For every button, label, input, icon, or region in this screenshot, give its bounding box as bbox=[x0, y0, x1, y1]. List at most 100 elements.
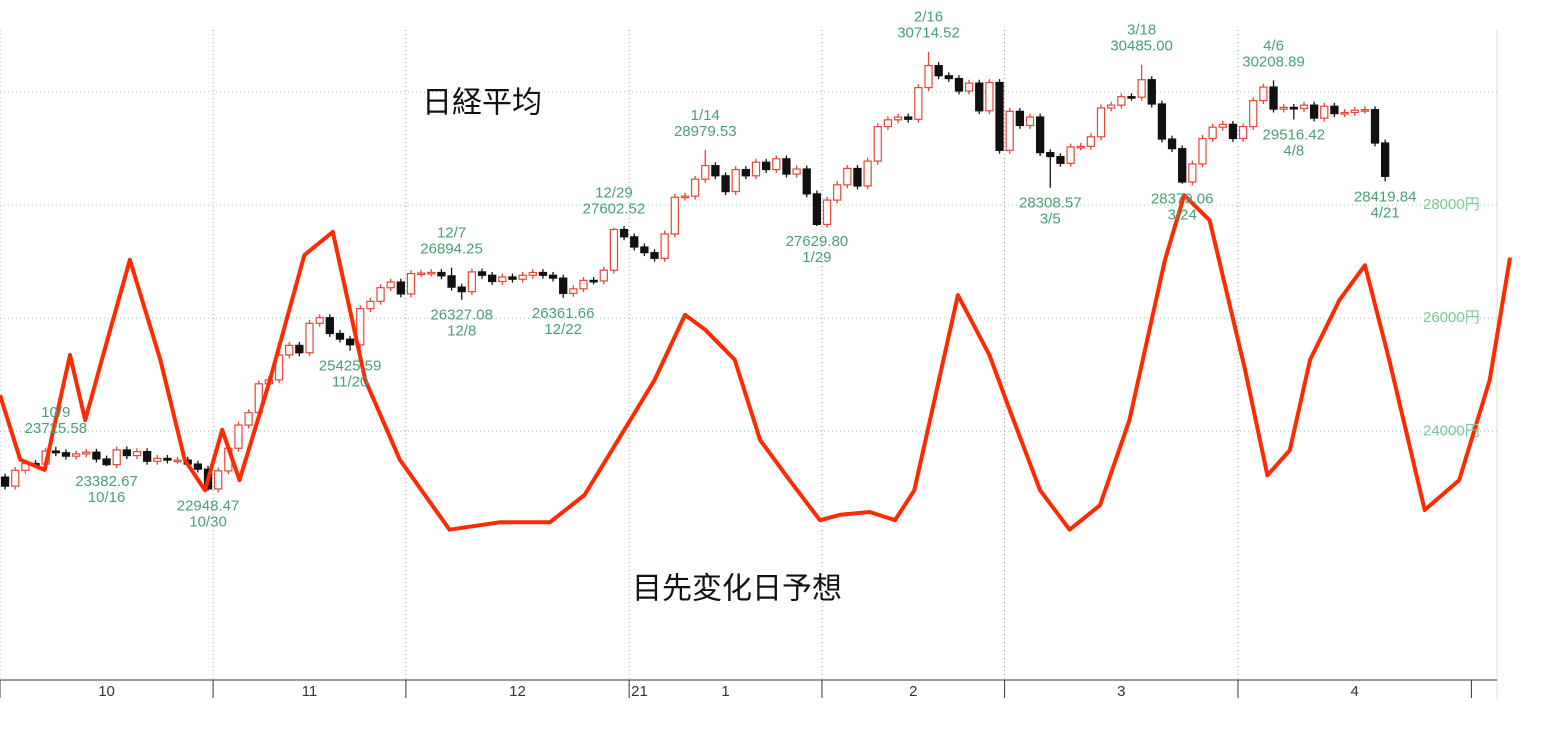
candle-body bbox=[944, 75, 953, 80]
annotation-date: 1/29 bbox=[802, 249, 831, 266]
annotation-date: 1/14 bbox=[691, 107, 720, 124]
annotation-price: 29516.42 bbox=[1263, 126, 1326, 143]
annotation-price: 25425.59 bbox=[319, 358, 382, 375]
candle-body bbox=[721, 175, 730, 193]
candle-body bbox=[609, 228, 619, 271]
candle-body bbox=[1137, 79, 1146, 98]
candle-body bbox=[163, 457, 172, 461]
candle-body bbox=[640, 246, 649, 254]
candle-body bbox=[1279, 106, 1288, 110]
candle-body bbox=[142, 451, 152, 462]
annotation-price: 23382.67 bbox=[75, 473, 138, 490]
annotation-date: 4/6 bbox=[1263, 37, 1284, 54]
candle-body bbox=[467, 271, 477, 293]
candle-body bbox=[173, 459, 182, 463]
annotation-date: 10/9 bbox=[41, 404, 70, 421]
y-tick-label: 26000円 bbox=[1423, 309, 1480, 326]
candle-body bbox=[1086, 136, 1096, 148]
candle-body bbox=[833, 184, 842, 201]
candle-body bbox=[1157, 103, 1167, 140]
candle-body bbox=[1188, 163, 1197, 183]
x-tick-label: 12 bbox=[509, 683, 526, 700]
candle-body bbox=[822, 199, 832, 226]
annotation-date: 3/5 bbox=[1040, 211, 1061, 228]
candle-body bbox=[863, 160, 872, 187]
candle-body bbox=[315, 317, 324, 324]
candle-body bbox=[1320, 105, 1329, 119]
candle-body bbox=[102, 458, 111, 466]
annotation-price: 28979.53 bbox=[674, 123, 737, 140]
candle-body bbox=[1269, 86, 1278, 110]
candle-body bbox=[660, 233, 669, 259]
candle-body bbox=[61, 452, 71, 457]
candle-body bbox=[528, 271, 537, 276]
candle-body bbox=[904, 116, 913, 120]
candle-body bbox=[731, 168, 740, 193]
candle-body bbox=[122, 449, 131, 457]
candle-body bbox=[1005, 110, 1014, 151]
candle-body bbox=[538, 271, 548, 276]
candle-body bbox=[843, 167, 852, 186]
candle-body bbox=[1340, 111, 1349, 115]
candle-body bbox=[1228, 123, 1238, 140]
candle-body bbox=[1056, 155, 1065, 164]
candle-body bbox=[701, 165, 710, 180]
candle-body bbox=[1370, 109, 1380, 144]
candle-body bbox=[477, 271, 487, 276]
candle-body bbox=[954, 77, 964, 92]
candle-body bbox=[1218, 123, 1227, 128]
candle-body bbox=[548, 274, 558, 279]
candle-body bbox=[619, 228, 629, 238]
annotation-price: 27602.52 bbox=[583, 201, 646, 218]
candle-body bbox=[406, 272, 416, 295]
annotation-date: 4/21 bbox=[1371, 204, 1400, 221]
candle-body bbox=[883, 119, 893, 128]
candle-body bbox=[416, 272, 426, 276]
candle-body bbox=[1178, 148, 1187, 183]
candle-body bbox=[1259, 86, 1268, 102]
candle-body bbox=[711, 165, 720, 177]
candle-body bbox=[893, 116, 903, 121]
annotation-date: 3/24 bbox=[1168, 207, 1197, 224]
candle-body bbox=[1238, 126, 1248, 140]
y-tick-label: 28000円 bbox=[1423, 196, 1480, 213]
candle-body bbox=[11, 469, 20, 487]
candle-body bbox=[437, 271, 446, 277]
grid bbox=[0, 30, 1497, 698]
annotation-price: 26361.66 bbox=[532, 305, 595, 322]
candle-body bbox=[356, 308, 365, 346]
candle-body bbox=[234, 424, 243, 449]
annotation-date: 3/18 bbox=[1127, 22, 1156, 39]
candle-body bbox=[366, 300, 375, 310]
candle-body bbox=[1167, 138, 1177, 150]
candle-body bbox=[193, 463, 203, 470]
candle-body bbox=[71, 453, 81, 457]
candle-body bbox=[690, 178, 700, 197]
candle-body bbox=[1117, 96, 1126, 106]
candle-body bbox=[741, 168, 751, 177]
candle-body bbox=[1350, 109, 1359, 114]
candle-body bbox=[914, 87, 923, 120]
annotation-date: 12/22 bbox=[544, 321, 582, 338]
candle-body bbox=[153, 457, 162, 462]
candle-body bbox=[1198, 137, 1207, 165]
candle-body bbox=[975, 82, 984, 112]
candle-body bbox=[1309, 104, 1319, 119]
annotation-price: 26327.08 bbox=[430, 307, 493, 324]
candle-body bbox=[274, 354, 284, 381]
candle-body bbox=[396, 281, 405, 295]
candle-body bbox=[569, 288, 578, 294]
forecast-line bbox=[0, 193, 1512, 532]
candle-body bbox=[924, 64, 933, 89]
candle-body bbox=[1299, 104, 1309, 110]
candle-body bbox=[285, 344, 294, 356]
candle-body bbox=[599, 269, 608, 282]
x-tick-label: 10 bbox=[98, 683, 115, 700]
annotation-price: 30485.00 bbox=[1110, 38, 1173, 55]
candle-body bbox=[244, 412, 253, 426]
candle-body bbox=[214, 470, 223, 490]
annotation-date: 12/8 bbox=[447, 323, 476, 340]
candle-body bbox=[92, 451, 101, 460]
